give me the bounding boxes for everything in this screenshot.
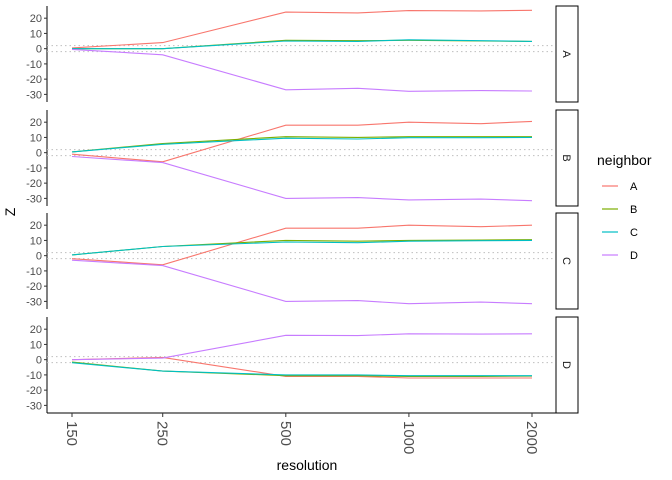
y-tick-label: 20 [30, 220, 42, 232]
y-tick-label: -30 [26, 193, 42, 205]
facet-strip [555, 109, 579, 207]
facet-panel-c: 20 10 0 -10 -20 -30 C [26, 212, 579, 310]
y-tick-label: -10 [26, 266, 42, 278]
y-tick-label: 10 [30, 339, 42, 351]
y-tick-label: -30 [26, 296, 42, 308]
facet-strip [555, 212, 579, 310]
series-line-d [71, 259, 533, 305]
x-tick-label: 2000 [523, 421, 540, 454]
y-tick-label: -10 [26, 163, 42, 175]
y-tick-label: -10 [26, 59, 42, 71]
facet-strip [555, 5, 579, 103]
y-tick-label: -30 [26, 89, 42, 101]
facet-panel-d: 20 10 0 -10 -20 -30 D [26, 316, 579, 414]
facet-strip [555, 316, 579, 414]
y-tick-label: 10 [30, 235, 42, 247]
facet-panels: 20 10 0 -10 -20 -30 A 20 10 0 -10 -20 -30 B 20 10 0 -10 -2… [26, 5, 579, 414]
y-tick-label: 20 [30, 117, 42, 129]
y-tick-label: 20 [30, 13, 42, 25]
x-tick-label: 500 [277, 421, 294, 446]
legend-label: C [630, 227, 638, 239]
y-tick-label: -30 [26, 400, 42, 412]
y-tick-label: 0 [36, 251, 42, 263]
legend-title: neighbor [597, 152, 652, 168]
y-tick-label: 0 [36, 355, 42, 367]
series-line-d [71, 48, 533, 92]
series-line-a [71, 120, 533, 163]
facet-panel-a: 20 10 0 -10 -20 -30 A [26, 5, 579, 103]
y-tick-label: 20 [30, 324, 42, 336]
series-line-d [71, 155, 533, 202]
facet-strip-label: D [560, 361, 572, 369]
x-axis: 150 250 500 1000 2000 [47, 412, 556, 454]
series-line-c [71, 239, 533, 256]
y-tick-label: 0 [36, 44, 42, 56]
series-line-a [71, 9, 533, 49]
series-line-a [71, 356, 532, 379]
y-tick-label: -20 [26, 385, 42, 397]
legend-label: D [630, 250, 638, 262]
facet-strip-label: B [560, 154, 572, 161]
y-tick-label: -10 [26, 370, 42, 382]
y-axis-title: Z [2, 207, 18, 216]
y-tick-label: -20 [26, 74, 42, 86]
legend-label: B [630, 204, 637, 216]
x-tick-label: 250 [154, 421, 171, 446]
legend-label: A [630, 181, 638, 193]
facet-strip-label: A [560, 50, 572, 58]
facet-strip-label: C [560, 257, 572, 265]
y-tick-label: 10 [30, 28, 42, 40]
y-tick-label: -20 [26, 178, 42, 190]
series-line-c [71, 362, 532, 377]
series-line-d [71, 333, 533, 361]
x-tick-label: 1000 [400, 421, 417, 454]
x-tick-label: 150 [63, 421, 80, 446]
facet-panel-b: 20 10 0 -10 -20 -30 B [26, 109, 579, 207]
series-line-b [71, 136, 532, 153]
series-line-a [71, 224, 533, 266]
y-tick-label: -20 [26, 281, 42, 293]
y-tick-label: 10 [30, 132, 42, 144]
x-axis-title: resolution [277, 457, 338, 473]
series-line-c [72, 39, 533, 50]
series-line-c [71, 136, 533, 153]
y-tick-label: 0 [36, 148, 42, 160]
